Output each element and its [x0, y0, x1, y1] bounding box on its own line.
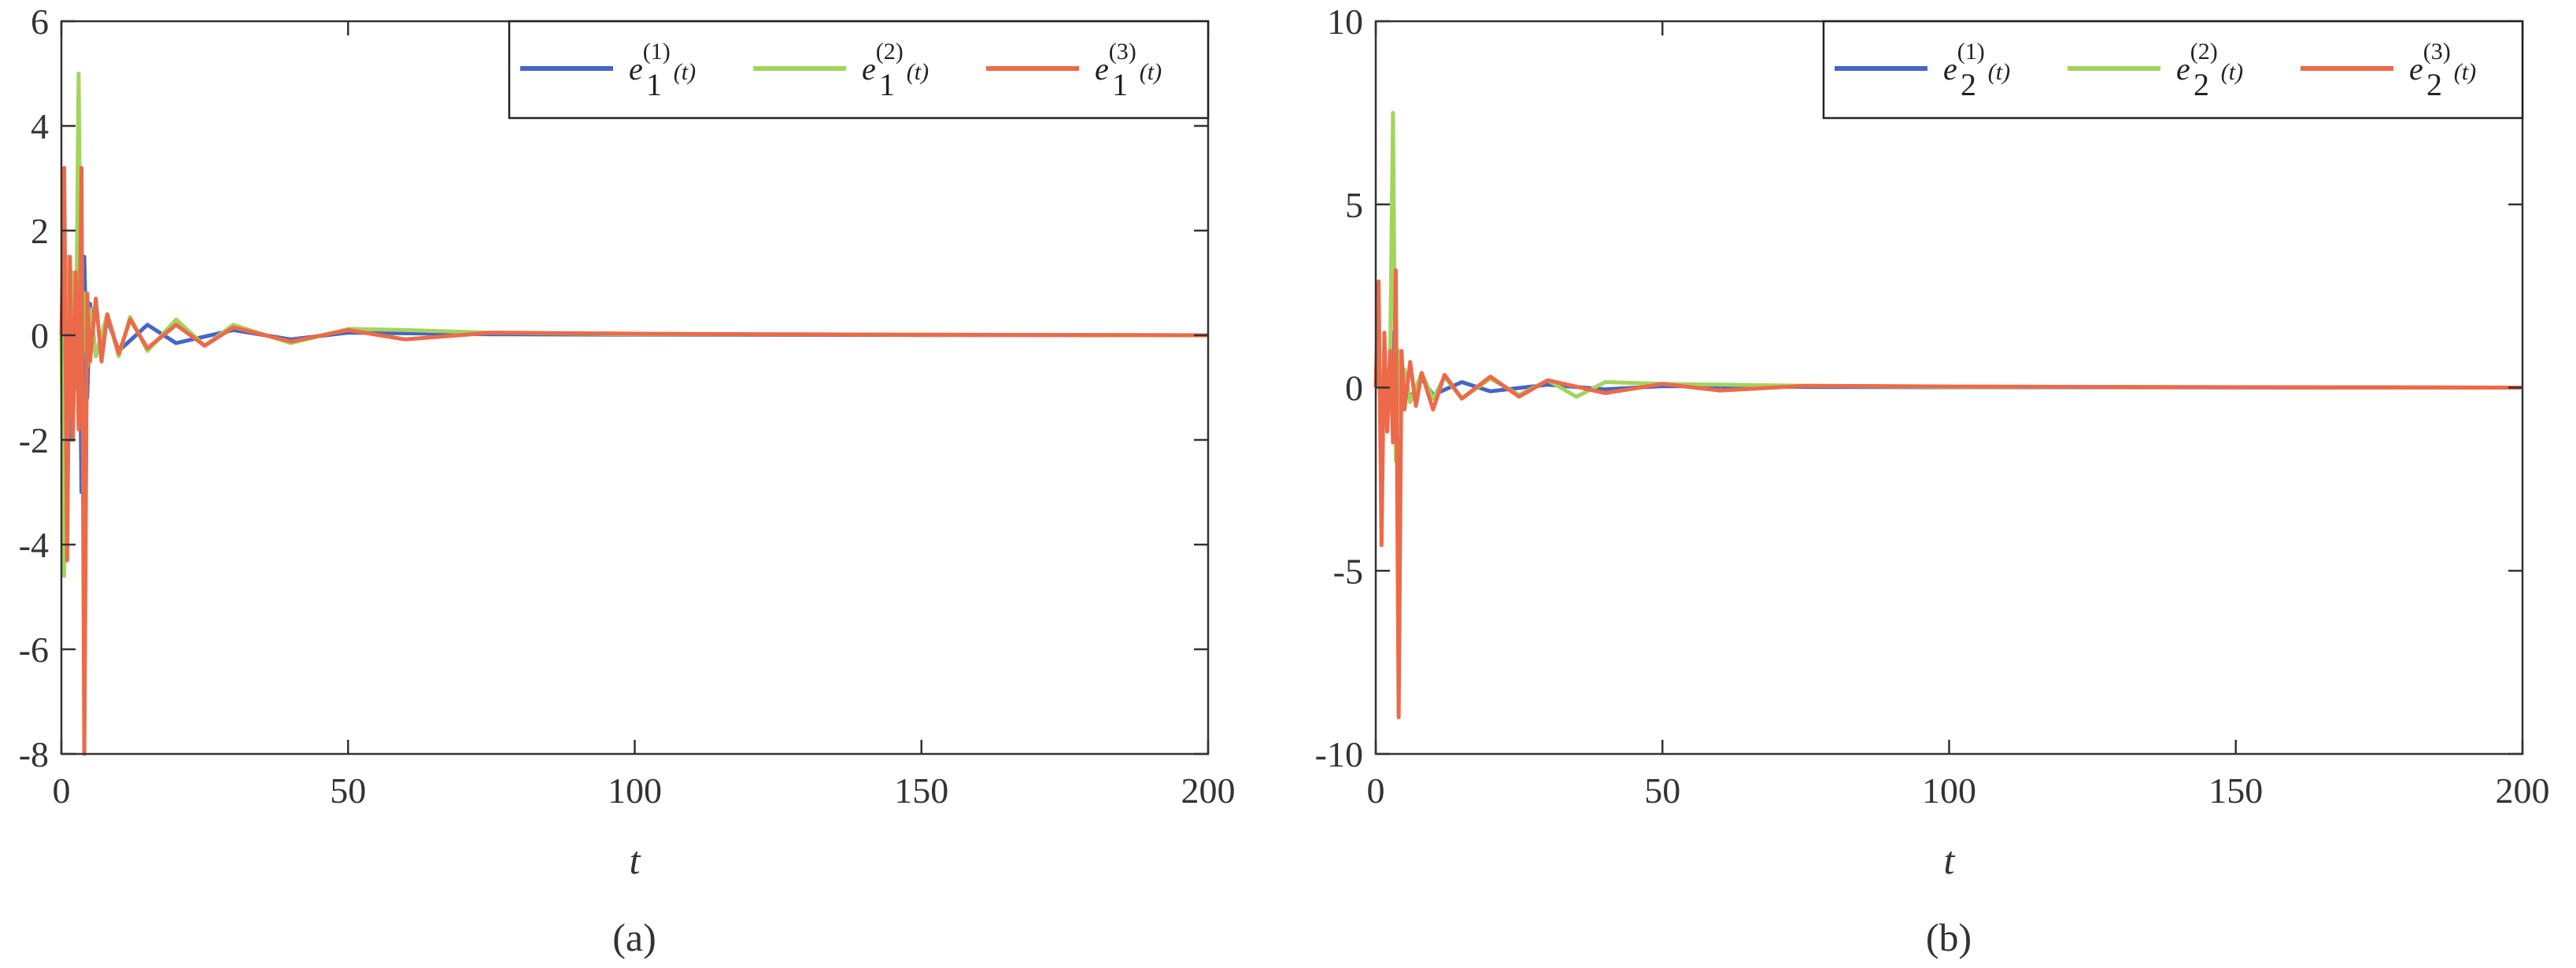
- chart-caption: (a): [612, 915, 656, 959]
- legend-subscript-3: 2: [2426, 67, 2442, 102]
- legend-label-2: e(2)(t): [2176, 39, 2243, 87]
- series-line-2: [59, 72, 1209, 578]
- legend-box: [508, 20, 1210, 120]
- legend-subscript-2: 2: [2193, 67, 2209, 102]
- series-line-1: [59, 202, 1209, 494]
- y-tick-label: -2: [19, 420, 49, 460]
- series-line-1: [1373, 331, 2523, 464]
- legend-label-3: e(3)(t): [2409, 39, 2476, 87]
- series-line-3: [59, 165, 1209, 756]
- y-tick-label: -4: [19, 525, 49, 565]
- x-tick-label: 200: [2496, 770, 2550, 811]
- x-tick-label: 0: [53, 770, 71, 811]
- legend-box: [1822, 20, 2524, 120]
- x-axis-label: t: [1944, 838, 1956, 882]
- chart-caption: (b): [1926, 915, 1972, 959]
- y-tick-label: 10: [1327, 2, 1363, 42]
- x-tick-label: 100: [608, 770, 662, 811]
- legend-label-3: e(3)(t): [1095, 39, 1162, 87]
- y-tick-label: 4: [31, 106, 49, 146]
- x-tick-label: 150: [894, 770, 948, 811]
- y-tick-label: 6: [31, 2, 49, 42]
- y-tick-label: -8: [19, 734, 49, 774]
- legend-label-2: e(2)(t): [862, 39, 929, 87]
- y-tick-label: 0: [31, 316, 49, 356]
- x-tick-label: 50: [1644, 770, 1680, 811]
- x-axis-label: t: [630, 838, 641, 882]
- legend-subscript-3: 1: [1112, 67, 1128, 102]
- y-tick-label: -6: [19, 630, 49, 670]
- y-tick-label: -10: [1315, 734, 1363, 774]
- legend-subscript-2: 1: [879, 67, 895, 102]
- legend-label-1: e(1)(t): [629, 39, 696, 87]
- x-tick-label: 50: [330, 770, 366, 811]
- series-line-2: [1373, 110, 2523, 464]
- series-line-3: [1373, 268, 2523, 719]
- plot-frame: [60, 20, 1210, 756]
- x-tick-label: 0: [1367, 770, 1385, 811]
- legend-subscript-1: 1: [646, 67, 662, 102]
- x-tick-label: 100: [1922, 770, 1976, 811]
- legend-subscript-1: 2: [1961, 67, 1976, 102]
- y-tick-label: 5: [1345, 185, 1363, 225]
- x-tick-label: 150: [2208, 770, 2263, 811]
- y-tick-label: -5: [1333, 551, 1363, 591]
- y-tick-label: 2: [31, 211, 49, 251]
- y-tick-label: 0: [1345, 368, 1363, 408]
- legend-label-1: e(1)(t): [1943, 39, 2010, 87]
- x-tick-label: 200: [1181, 770, 1236, 811]
